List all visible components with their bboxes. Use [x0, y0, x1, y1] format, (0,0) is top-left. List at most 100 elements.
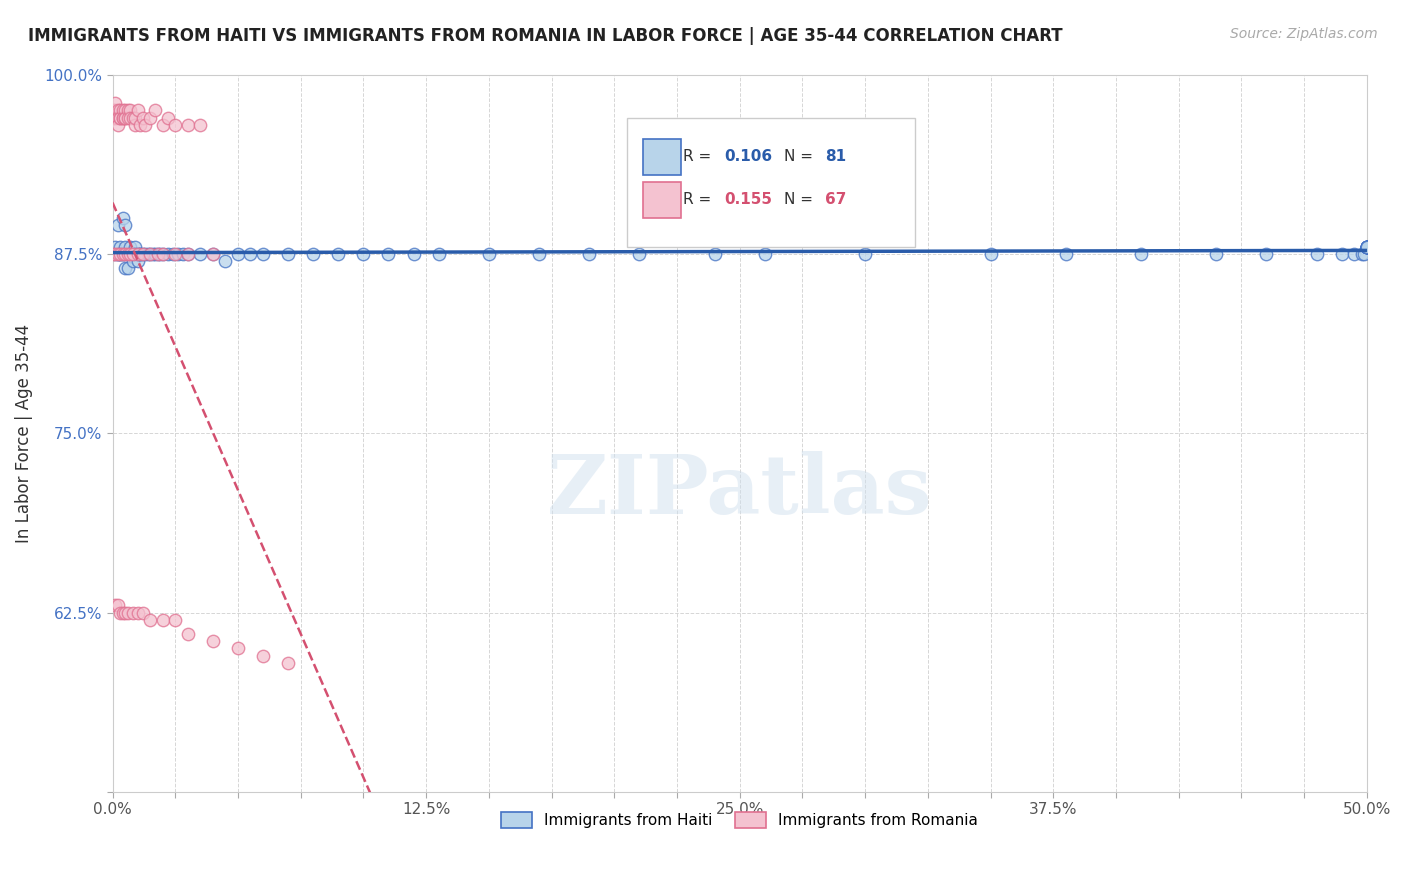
Point: [1355, 240, 1378, 254]
Point: [1256, 247, 1278, 261]
Point: [201, 247, 224, 261]
Point: [252, 247, 274, 261]
Point: [152, 247, 174, 261]
Point: [129, 247, 152, 261]
Point: [177, 118, 200, 132]
Point: [108, 247, 131, 261]
Point: [165, 247, 187, 261]
Point: [117, 247, 139, 261]
Point: [131, 606, 153, 620]
Point: [104, 111, 127, 125]
Point: [239, 247, 262, 261]
Text: IMMIGRANTS FROM HAITI VS IMMIGRANTS FROM ROMANIA IN LABOR FORCE | AGE 35-44 CORR: IMMIGRANTS FROM HAITI VS IMMIGRANTS FROM…: [28, 27, 1063, 45]
Point: [107, 118, 129, 132]
Point: [114, 606, 136, 620]
Point: [127, 247, 149, 261]
Point: [124, 247, 146, 261]
Point: [156, 111, 179, 125]
Point: [131, 247, 153, 261]
Point: [152, 613, 174, 627]
Text: 81: 81: [825, 149, 846, 164]
Point: [703, 247, 725, 261]
Point: [108, 111, 131, 125]
Point: [252, 648, 274, 663]
Point: [107, 218, 129, 232]
Point: [166, 247, 188, 261]
Text: ZIPatlas: ZIPatlas: [547, 450, 932, 531]
Point: [121, 111, 143, 125]
Point: [131, 111, 153, 125]
Point: [162, 247, 184, 261]
Point: [117, 103, 139, 118]
Point: [1130, 247, 1153, 261]
Point: [139, 613, 162, 627]
Point: [402, 247, 425, 261]
Point: [117, 247, 139, 261]
Point: [1355, 240, 1378, 254]
Point: [129, 118, 152, 132]
Point: [754, 247, 776, 261]
Point: [302, 247, 325, 261]
Point: [143, 103, 166, 118]
Point: [165, 118, 187, 132]
Point: [1351, 247, 1374, 261]
Point: [104, 247, 127, 261]
Point: [124, 118, 146, 132]
Point: [120, 111, 142, 125]
Point: [146, 247, 169, 261]
Point: [121, 254, 143, 268]
Point: [1355, 240, 1378, 254]
Point: [101, 103, 124, 118]
Point: [121, 606, 143, 620]
Point: [121, 247, 143, 261]
Point: [1343, 247, 1365, 261]
Point: [146, 247, 169, 261]
Point: [117, 261, 139, 276]
Text: N =: N =: [783, 149, 817, 164]
Point: [120, 247, 142, 261]
Point: [1330, 247, 1353, 261]
Point: [120, 247, 142, 261]
Point: [152, 247, 174, 261]
Point: [226, 641, 249, 656]
Legend: Immigrants from Haiti, Immigrants from Romania: Immigrants from Haiti, Immigrants from R…: [495, 806, 984, 835]
Point: [201, 634, 224, 648]
Point: [114, 218, 136, 232]
Point: [121, 247, 143, 261]
Point: [201, 247, 224, 261]
Point: [1054, 247, 1077, 261]
Point: [104, 599, 127, 613]
Point: [107, 247, 129, 261]
Point: [156, 247, 179, 261]
Point: [107, 599, 129, 613]
Point: [114, 247, 136, 261]
Text: Source: ZipAtlas.com: Source: ZipAtlas.com: [1230, 27, 1378, 41]
Point: [165, 613, 187, 627]
Point: [578, 247, 600, 261]
Text: R =: R =: [683, 149, 716, 164]
Point: [1355, 240, 1378, 254]
Point: [108, 103, 131, 118]
Point: [111, 111, 134, 125]
Point: [108, 247, 131, 261]
Point: [1355, 240, 1378, 254]
Point: [104, 96, 127, 111]
Text: N =: N =: [783, 192, 817, 207]
Point: [134, 247, 156, 261]
Point: [177, 247, 200, 261]
Point: [114, 240, 136, 254]
Point: [127, 254, 149, 268]
FancyBboxPatch shape: [643, 182, 681, 218]
Point: [111, 247, 134, 261]
Point: [1355, 240, 1378, 254]
Point: [427, 247, 450, 261]
Point: [111, 247, 134, 261]
Text: R =: R =: [683, 192, 716, 207]
Point: [628, 247, 651, 261]
Point: [172, 247, 194, 261]
Point: [107, 103, 129, 118]
Point: [142, 247, 165, 261]
Point: [111, 103, 134, 118]
Point: [111, 111, 134, 125]
Point: [108, 606, 131, 620]
